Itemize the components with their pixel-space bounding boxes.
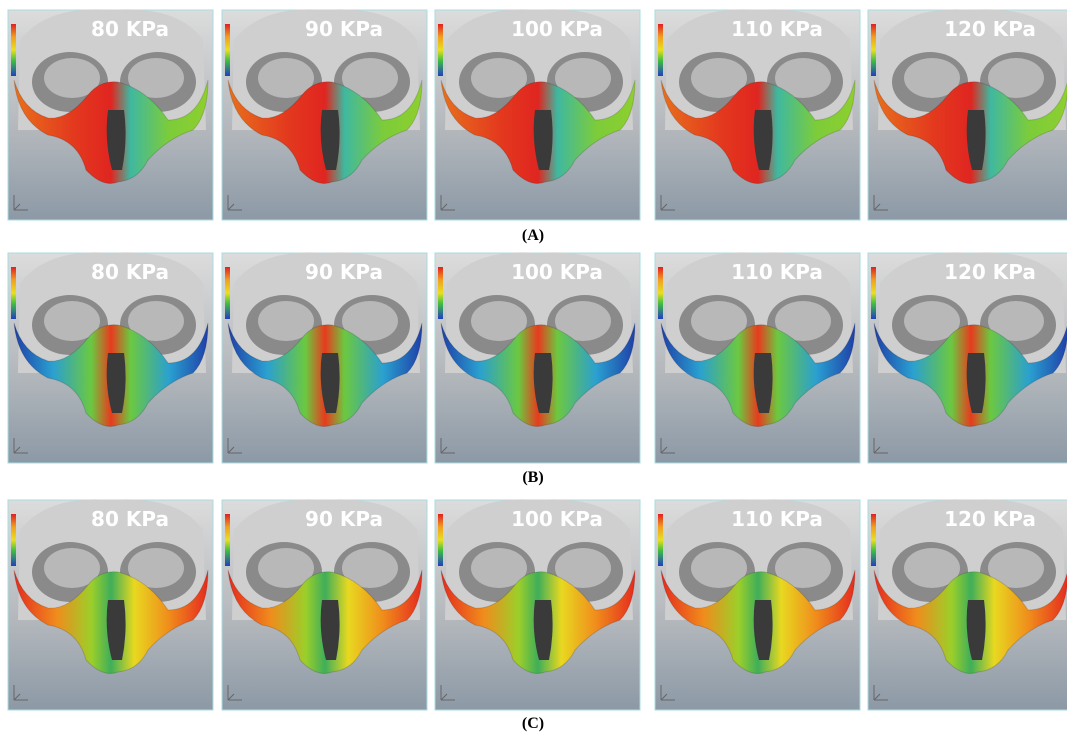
pressure-label: 120 KPa [944,507,1036,531]
pressure-label: 120 KPa [944,260,1036,284]
color-legend [225,24,230,76]
color-legend [11,514,16,566]
pressure-label: 90 KPa [305,507,383,531]
color-legend [11,24,16,76]
simulation-panel: 120 KPa [868,499,1067,710]
color-legend [438,24,443,76]
color-legend [871,24,876,76]
simulation-panel: 90 KPa [222,252,427,463]
simulation-panel: 120 KPa [868,9,1067,220]
color-legend [225,514,230,566]
figure: 80 KPa 90 KPa 100 KPa 110 KPa 120 KPa (A) 80 K… [0,0,1067,740]
color-legend [438,514,443,566]
simulation-panel: 90 KPa [222,9,427,220]
row-caption: (B) [522,469,543,486]
pressure-label: 80 KPa [91,507,169,531]
pressure-label: 100 KPa [511,260,603,284]
simulation-panel: 100 KPa [435,499,640,710]
pressure-label: 90 KPa [305,17,383,41]
color-legend [225,267,230,319]
row-caption: (C) [522,715,544,732]
simulation-panel: 80 KPa [8,252,213,463]
pressure-label: 100 KPa [511,507,603,531]
pressure-label: 100 KPa [511,17,603,41]
row-caption: (A) [522,227,544,244]
pressure-label: 110 KPa [731,260,823,284]
color-legend [658,514,663,566]
color-legend [658,267,663,319]
pressure-label: 80 KPa [91,260,169,284]
color-legend [658,24,663,76]
simulation-panel: 80 KPa [8,9,213,220]
simulation-panel: 80 KPa [8,499,213,710]
pressure-label: 120 KPa [944,17,1036,41]
simulation-panel: 110 KPa [655,252,860,463]
simulation-panel: 100 KPa [435,252,640,463]
pressure-label: 110 KPa [731,17,823,41]
simulation-panel: 110 KPa [655,9,860,220]
simulation-panel: 110 KPa [655,499,860,710]
pressure-label: 110 KPa [731,507,823,531]
pressure-label: 90 KPa [305,260,383,284]
pressure-label: 80 KPa [91,17,169,41]
color-legend [871,514,876,566]
simulation-panel: 90 KPa [222,499,427,710]
color-legend [871,267,876,319]
color-legend [11,267,16,319]
simulation-panel: 120 KPa [868,252,1067,463]
simulation-panel: 100 KPa [435,9,640,220]
color-legend [438,267,443,319]
